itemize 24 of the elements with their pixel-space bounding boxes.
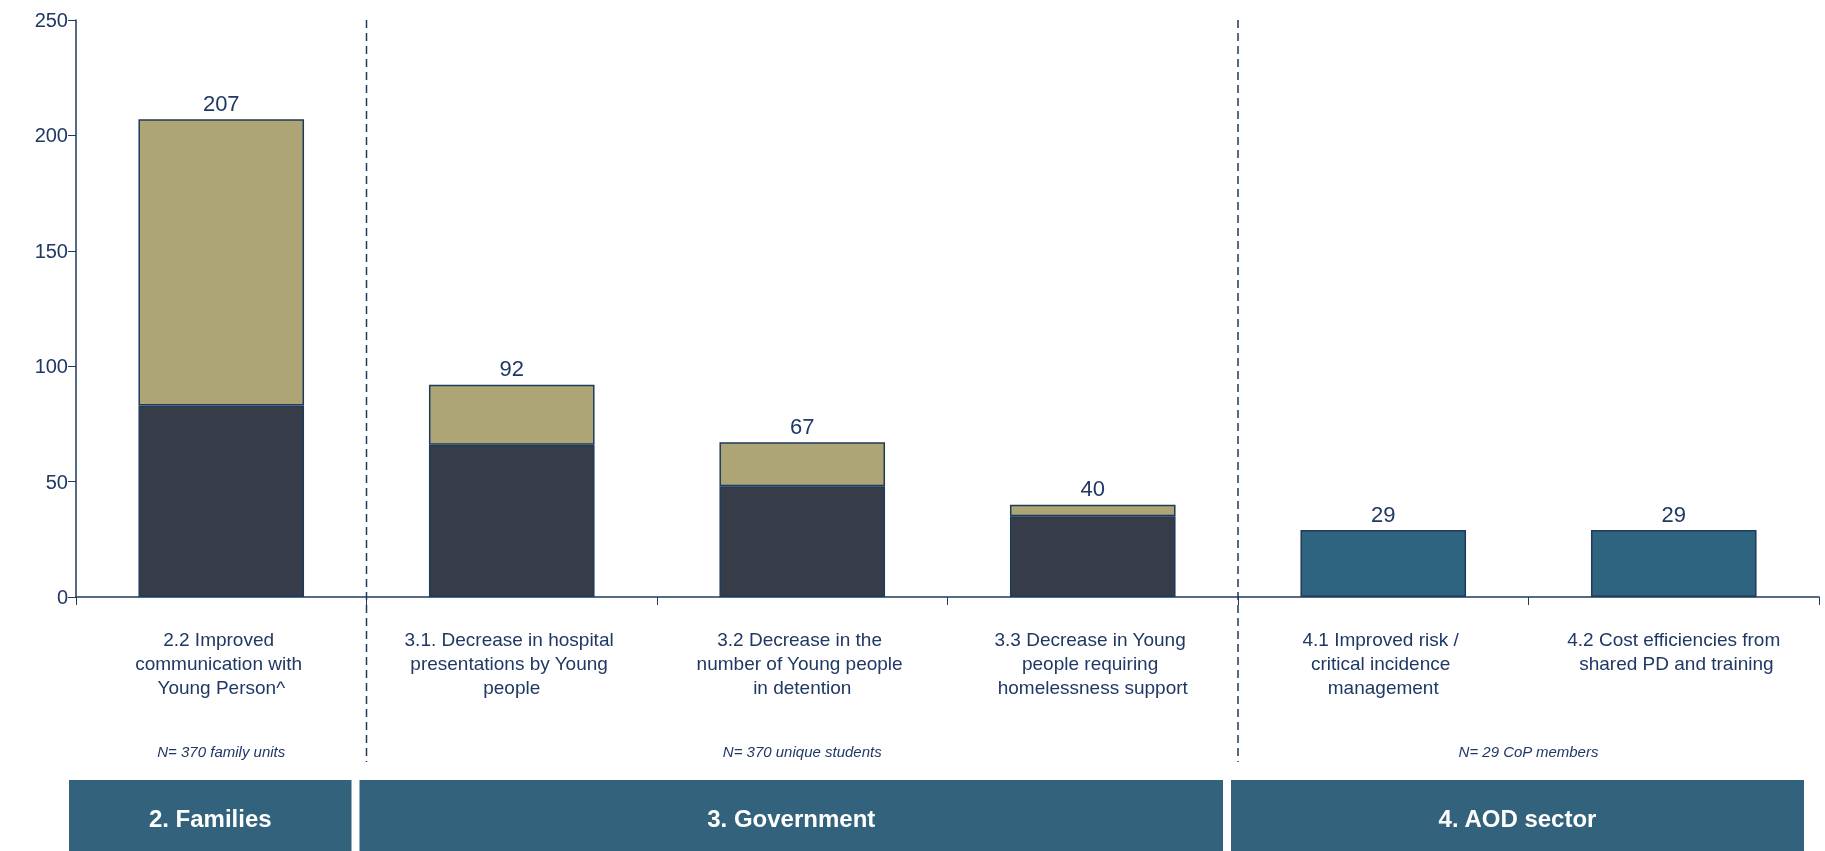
text: N= 370 family units <box>157 742 286 760</box>
x-tick-label: 2.2 Improved communication with Young Person^ <box>135 628 308 698</box>
total-label: 29 <box>1661 501 1686 527</box>
total-label: 40 <box>1080 476 1105 502</box>
x-tick-label: 3.1. Decrease in hospital presentations by Young people <box>404 628 619 698</box>
y-tick-label: 100 <box>34 355 68 378</box>
x-tick-label: 3.2 Decrease in the number of Young people in detention <box>696 628 908 698</box>
text: N= 370 unique students <box>722 742 883 760</box>
total-label: 67 <box>790 413 815 439</box>
total-label: 29 <box>1371 501 1396 527</box>
x-tick-label: 3.3 Decrease in Young people requiring homelessness support <box>994 628 1191 698</box>
total-label: 207 <box>202 90 240 116</box>
text: 3. Government <box>707 804 876 832</box>
y-tick-label: 150 <box>34 239 68 262</box>
text: N= 29 CoP members <box>1458 742 1599 760</box>
x-tick-label: 4.2 Cost efficiencies from shared PD and training <box>1567 628 1781 674</box>
total-label: 92 <box>499 356 524 382</box>
text: 2. Families <box>148 804 272 832</box>
y-tick-label: 200 <box>34 124 68 147</box>
y-tick-label: 0 <box>56 586 68 608</box>
y-tick-label: 250 <box>34 9 68 31</box>
y-tick-label: 50 <box>45 470 68 493</box>
x-tick-label: 4.1 Improved risk / critical incidence management <box>1302 628 1465 698</box>
text: 4. AOD sector <box>1438 804 1597 832</box>
